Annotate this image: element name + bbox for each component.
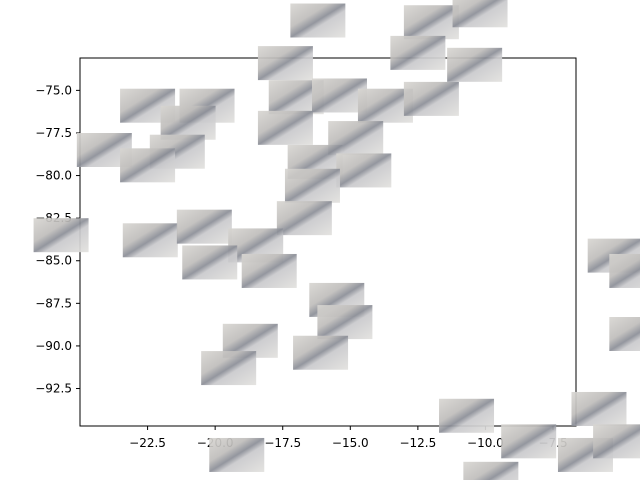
image-tile [160,105,216,140]
image-tile [241,253,297,288]
y-tick-label: −92.5 [35,382,72,396]
y-tick-label: −75.0 [35,83,72,97]
image-tile [257,110,313,145]
y-tick-label: −77.5 [35,126,72,140]
image-tile [182,245,238,280]
image-tile [571,391,627,426]
image-tile [609,253,640,288]
image-tile [609,317,640,351]
image-tile [284,168,340,203]
image-tile [317,305,373,340]
x-tick-label: −15.0 [332,436,369,450]
image-tile [390,35,446,70]
image-tile [311,78,367,113]
image-tile [463,461,519,480]
image-tile [357,88,413,123]
image-tile [501,424,557,459]
image-tile [403,5,459,40]
x-tick-label: −17.5 [264,436,301,450]
image-tile [336,153,392,188]
y-tick-label: −87.5 [35,296,72,310]
x-tick-label: −22.5 [129,436,166,450]
image-tile [276,201,332,236]
image-tile [201,351,257,386]
x-tick-label: −12.5 [399,436,436,450]
image-tile [33,218,89,253]
image-tile [122,223,178,258]
image-tile [257,46,313,81]
y-tick-label: −80.0 [35,169,72,183]
y-tick-label: −85.0 [35,254,72,268]
y-tick-label: −90.0 [35,339,72,353]
image-tile [403,81,459,116]
image-tile [447,47,503,82]
image-tile [120,148,176,183]
image-tile [452,0,508,28]
image-tile [293,335,349,370]
image-tile [209,437,265,472]
x-tick-label: −10.0 [467,436,504,450]
image-tile [290,3,346,38]
image-tile [439,398,495,433]
image-tile [176,209,232,244]
image-tile [593,424,640,459]
